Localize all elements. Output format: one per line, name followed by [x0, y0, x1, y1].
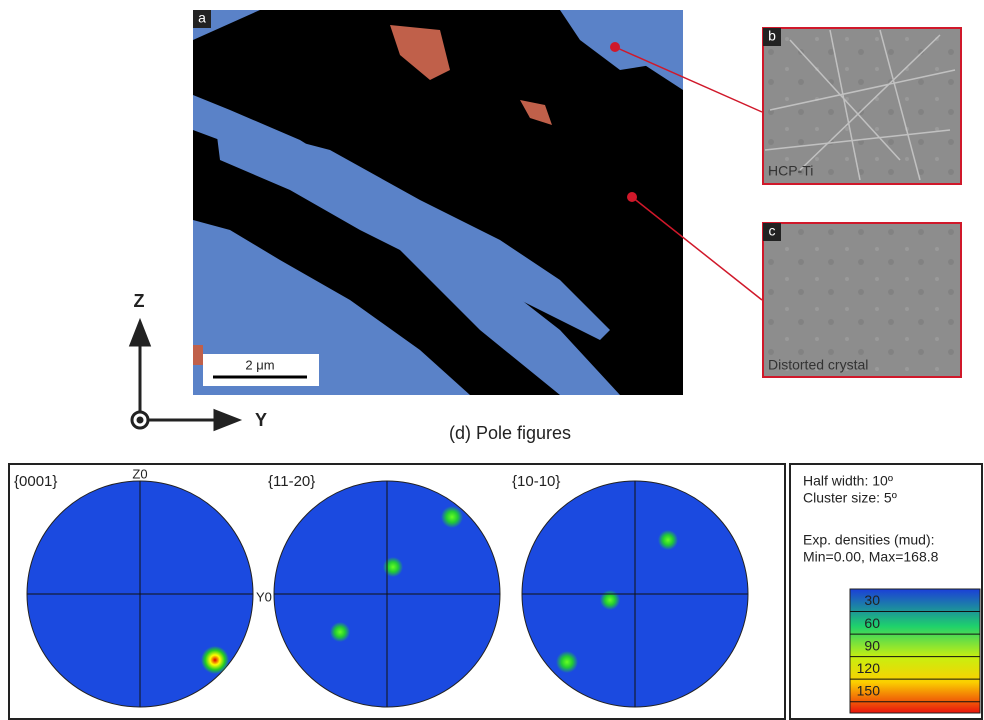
pattern-c: c Distorted crystal — [763, 223, 961, 377]
pole-figure — [522, 481, 748, 707]
ebsd-map: 2 μm a — [193, 10, 683, 395]
panel-label: a — [198, 10, 206, 26]
pole-figure — [274, 481, 500, 707]
panel-label: c — [769, 223, 776, 239]
colorbar-label: 150 — [857, 682, 881, 698]
pole-label: {11-20} — [268, 473, 315, 490]
colorbar-label: 60 — [864, 615, 880, 631]
pole-label: {0001} — [14, 473, 57, 490]
info-line: Exp. densities (mud): — [803, 532, 935, 548]
pole-axis-label: Y0 — [256, 589, 272, 604]
info-line: Half width: 10º — [803, 473, 893, 489]
colorbar-label: 120 — [857, 660, 881, 676]
axis-label: Z — [134, 291, 145, 311]
figure: 2 μm a b HCP-Ti c Distorted crystal Z Y … — [0, 0, 984, 720]
pole-figure — [27, 481, 253, 707]
pattern-b: b HCP-Ti — [763, 28, 961, 184]
scalebar-label: 2 μm — [245, 357, 274, 372]
pole-label: {10-10} — [512, 473, 560, 490]
section-title: (d) Pole figures — [449, 423, 571, 443]
colorbar-label: 30 — [864, 592, 880, 608]
info-line: Cluster size: 5º — [803, 490, 897, 506]
pole-axis-label: Z0 — [132, 466, 147, 481]
axis-label: Y — [255, 410, 267, 430]
pattern-caption: Distorted crystal — [768, 357, 868, 373]
info-line: Min=0.00, Max=168.8 — [803, 549, 939, 565]
panel-label: b — [768, 28, 776, 44]
pattern-caption: HCP-Ti — [768, 163, 813, 179]
colorbar-label: 90 — [864, 637, 880, 653]
